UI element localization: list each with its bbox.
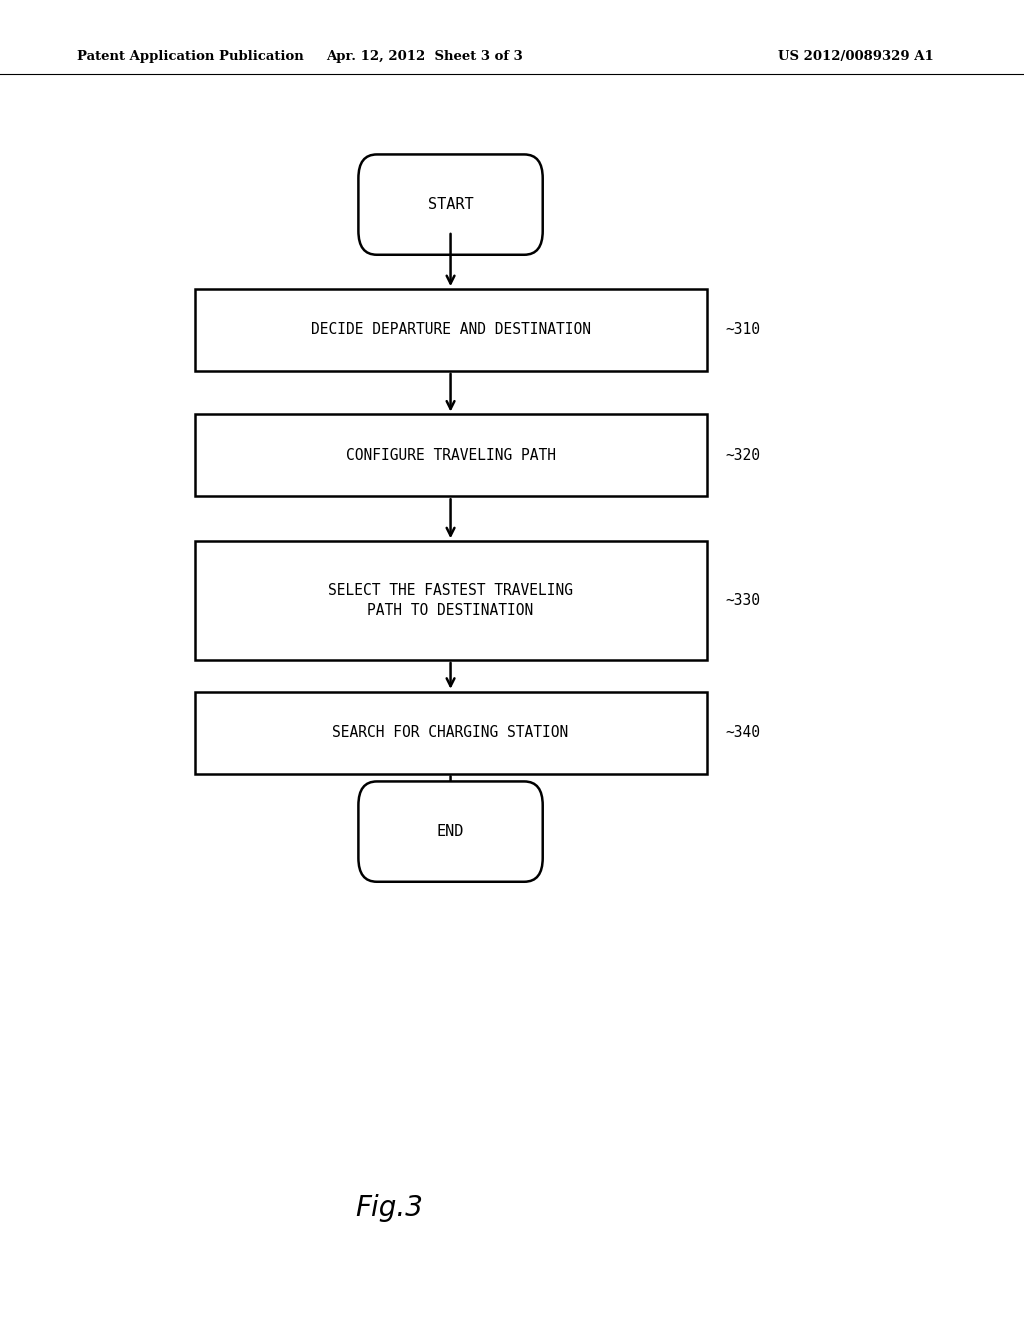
Text: ~320: ~320 (725, 447, 760, 463)
Text: END: END (437, 824, 464, 840)
Text: Patent Application Publication: Patent Application Publication (77, 50, 303, 63)
FancyBboxPatch shape (358, 154, 543, 255)
Text: DECIDE DEPARTURE AND DESTINATION: DECIDE DEPARTURE AND DESTINATION (310, 322, 591, 338)
Text: SELECT THE FASTEST TRAVELING
PATH TO DESTINATION: SELECT THE FASTEST TRAVELING PATH TO DES… (328, 583, 573, 618)
Text: SEARCH FOR CHARGING STATION: SEARCH FOR CHARGING STATION (333, 725, 568, 741)
Text: US 2012/0089329 A1: US 2012/0089329 A1 (778, 50, 934, 63)
FancyBboxPatch shape (195, 541, 707, 660)
Text: CONFIGURE TRAVELING PATH: CONFIGURE TRAVELING PATH (345, 447, 556, 463)
FancyBboxPatch shape (195, 414, 707, 496)
Text: Apr. 12, 2012  Sheet 3 of 3: Apr. 12, 2012 Sheet 3 of 3 (327, 50, 523, 63)
Text: START: START (428, 197, 473, 213)
FancyBboxPatch shape (195, 692, 707, 774)
FancyBboxPatch shape (358, 781, 543, 882)
FancyBboxPatch shape (195, 289, 707, 371)
Text: ~340: ~340 (725, 725, 760, 741)
Text: Fig.3: Fig.3 (355, 1193, 423, 1222)
Text: ~330: ~330 (725, 593, 760, 609)
Text: ~310: ~310 (725, 322, 760, 338)
